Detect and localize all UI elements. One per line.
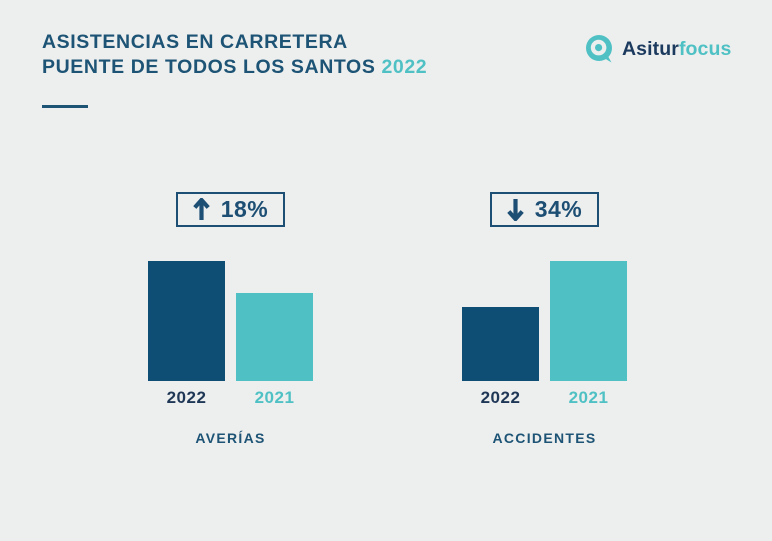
bars-averias <box>148 261 313 381</box>
bar-column-averias-2021 <box>236 261 313 381</box>
title-line-2: PUENTE DE TODOS LOS SANTOS 2022 <box>42 55 427 80</box>
year-label-averias-2022: 2022 <box>166 388 207 407</box>
brand-name-secondary: focus <box>678 37 732 60</box>
change-badge-accidentes: 34% <box>489 192 600 227</box>
arrow-down-icon <box>506 198 524 221</box>
title-year: 2022 <box>381 55 428 78</box>
category-label-accidentes: ACCIDENTES <box>492 430 597 446</box>
brand-logo: Asiturfocus <box>585 34 731 64</box>
bar-accidentes-2021 <box>550 261 627 381</box>
change-badge-averias: 18% <box>175 192 286 227</box>
chart-averias: 18% 2022 2021 AVERÍAS <box>148 192 313 446</box>
year-labels-averias: 2022 2021 <box>148 388 313 408</box>
year-label-accidentes-2022: 2022 <box>480 388 521 407</box>
bar-column-averias-2022 <box>148 261 225 381</box>
year-labels-accidentes: 2022 2021 <box>462 388 627 408</box>
chart-accidentes: 34% 2022 2021 ACCIDENTES <box>462 192 627 446</box>
change-percent-averias: 18% <box>220 196 269 222</box>
title-underline-dash <box>42 105 88 108</box>
category-label-averias: AVERÍAS <box>195 430 266 446</box>
asitur-bubble-icon <box>585 34 614 64</box>
page-title: ASISTENCIAS EN CARRETERA PUENTE DE TODOS… <box>42 30 427 79</box>
brand-name: Asiturfocus <box>622 38 731 61</box>
year-label-accidentes-2021: 2021 <box>568 388 609 407</box>
title-line-1: ASISTENCIAS EN CARRETERA <box>42 30 427 55</box>
bars-accidentes <box>462 261 627 381</box>
bar-accidentes-2022 <box>462 307 539 381</box>
bar-column-accidentes-2021 <box>550 261 627 381</box>
arrow-up-icon <box>192 198 210 221</box>
title-line-1-text: ASISTENCIAS EN CARRETERA <box>42 31 348 53</box>
brand-name-primary: Asitur <box>622 37 679 60</box>
bar-averias-2021 <box>236 293 313 381</box>
bar-column-accidentes-2022 <box>462 261 539 381</box>
change-percent-accidentes: 34% <box>534 196 583 222</box>
year-label-averias-2021: 2021 <box>254 388 295 407</box>
title-line-2-text: PUENTE DE TODOS LOS SANTOS <box>42 55 376 78</box>
bar-averias-2022 <box>148 261 225 381</box>
